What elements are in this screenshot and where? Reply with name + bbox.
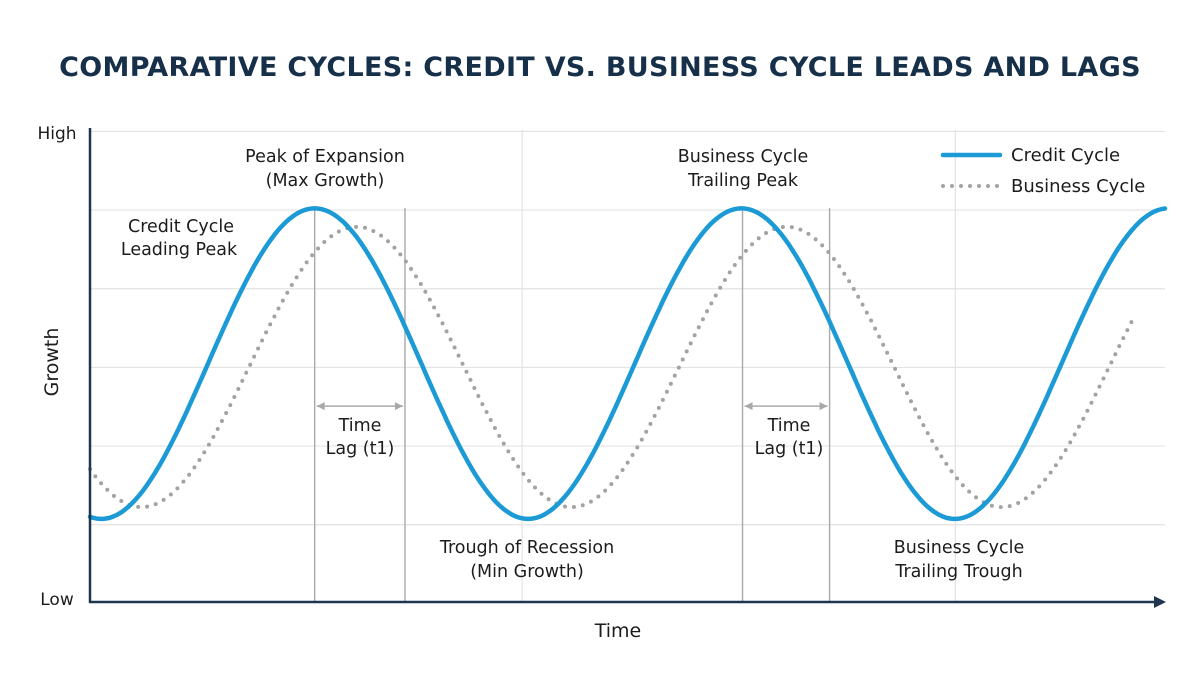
annotation-trough-of-recession: Trough of Recession (Min Growth) <box>439 538 614 582</box>
lag-arrow-right-icon <box>394 402 403 411</box>
y-tick-high: High <box>37 124 76 144</box>
annotation-line: Trailing Trough <box>894 562 1022 582</box>
x-axis-label: Time <box>594 620 642 642</box>
y-axis-label: Growth <box>41 328 63 397</box>
annotation-line: Peak of Expansion <box>245 147 405 167</box>
annotation-line: Leading Peak <box>121 240 238 260</box>
lag-label-1-line1: Time <box>338 416 382 436</box>
annotation-peak-of-expansion: Peak of Expansion (Max Growth) <box>245 147 405 191</box>
lag-label-1-line2: Lag (t1) <box>326 439 395 459</box>
annotation-line: (Min Growth) <box>470 562 584 582</box>
annotation-line: Trailing Peak <box>687 171 799 191</box>
annotation-line: Trough of Recession <box>439 538 614 558</box>
legend-label-credit: Credit Cycle <box>1011 145 1120 166</box>
series-line-business-cycle <box>88 224 1137 510</box>
lag-label-2-line2: Lag (t1) <box>755 439 824 459</box>
lag-arrow-right-icon <box>819 402 828 411</box>
series-group <box>87 206 1168 522</box>
annotation-business-trailing-peak: Business Cycle Trailing Peak <box>678 147 809 191</box>
lag-arrows: Time Lag (t1) Time Lag (t1) <box>316 402 828 459</box>
annotation-line: (Max Growth) <box>266 171 385 191</box>
annotation-line: Business Cycle <box>678 147 809 167</box>
chart-title: COMPARATIVE CYCLES: CREDIT VS. BUSINESS … <box>59 52 1141 83</box>
annotation-line: Credit Cycle <box>128 217 234 237</box>
lag-arrow-left-icon <box>316 402 325 411</box>
reference-lines <box>313 130 956 602</box>
x-axis-arrow-icon <box>1154 596 1166 608</box>
annotation-credit-leading-peak: Credit Cycle Leading Peak <box>121 217 238 260</box>
annotation-business-trailing-trough: Business Cycle Trailing Trough <box>894 538 1025 582</box>
lag-label-2-line1: Time <box>767 416 811 436</box>
series-line-credit-cycle <box>87 206 1168 522</box>
lag-arrow-left-icon <box>744 402 753 411</box>
gridlines <box>90 130 1165 526</box>
y-tick-low: Low <box>40 590 74 610</box>
annotation-line: Business Cycle <box>894 538 1025 558</box>
legend: Credit Cycle Business Cycle <box>940 145 1145 197</box>
legend-label-business: Business Cycle <box>1011 176 1145 197</box>
